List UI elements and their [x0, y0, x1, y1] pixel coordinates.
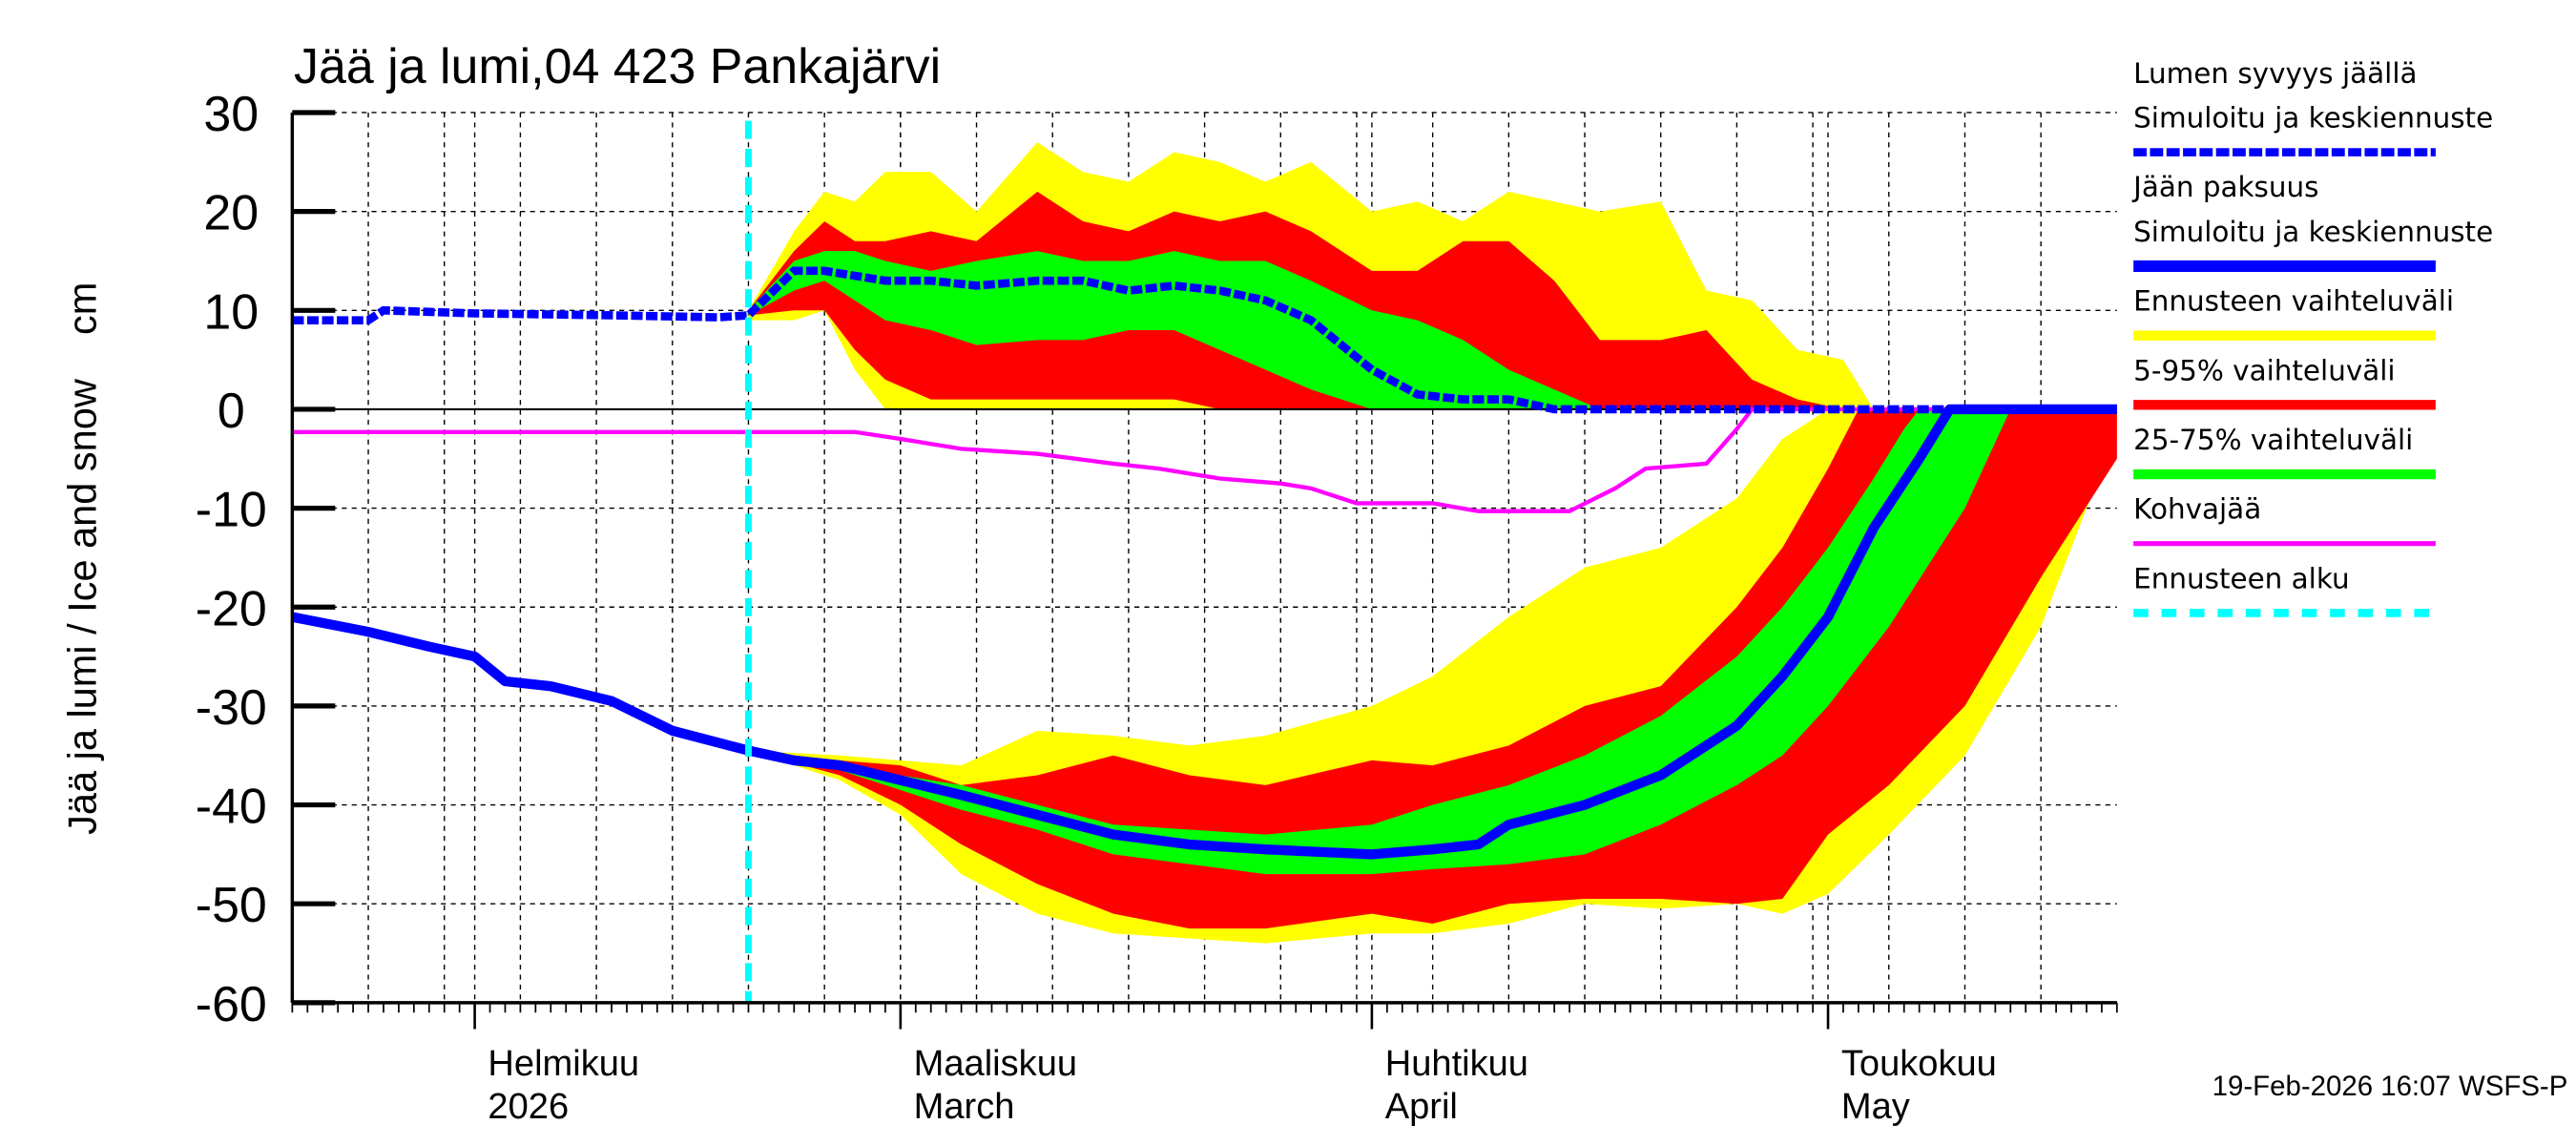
legend-label-sub: Simuloitu ja keskiennuste: [2133, 102, 2493, 135]
x-tick-label-sub: 2026: [488, 1087, 569, 1127]
legend-label: Jään paksuus: [2131, 171, 2318, 203]
x-tick-label: Huhtikuu: [1385, 1044, 1528, 1084]
legend-label: 5-95% vaihteluväli: [2133, 354, 2395, 386]
chart-title: Jää ja lumi,04 423 Pankajärvi: [294, 39, 941, 94]
snow-depth-line: [292, 266, 2117, 414]
legend-label: Ennusteen vaihteluväli: [2133, 285, 2454, 318]
ice-25-75-band: [748, 408, 2117, 875]
legend-label: Lumen syvyys jäällä: [2133, 57, 2417, 90]
x-tick-label: Helmikuu: [488, 1044, 639, 1084]
ice-5-95-band: [748, 408, 2117, 929]
y-tick-label: -20: [196, 581, 267, 636]
y-tick-label: -30: [196, 680, 267, 736]
y-tick-label: -40: [196, 780, 267, 835]
slush-ice-line: [292, 406, 2117, 513]
y-axis-label: Jää ja lumi / Ice and snow cm: [59, 282, 104, 835]
x-tick-label: Toukokuu: [1841, 1044, 1997, 1084]
x-tick-label-sub: April: [1385, 1087, 1458, 1127]
legend-label: 25-75% vaihteluväli: [2133, 424, 2413, 456]
snow-25-75-band: [748, 251, 1600, 409]
y-tick-label: -50: [196, 878, 267, 933]
ice-thickness-line: [291, 404, 2117, 860]
lines: [291, 120, 2117, 1003]
x-tick-label: Maaliskuu: [914, 1044, 1077, 1084]
y-tick-label: 0: [218, 384, 245, 439]
legend-label: Ennusteen alku: [2133, 562, 2349, 594]
y-tick-label: -60: [196, 977, 267, 1032]
y-tick-label: -10: [196, 483, 267, 538]
legend: Lumen syvyys jäällä Simuloitu ja keskienn…: [2131, 57, 2493, 617]
x-tick-label-sub: May: [1841, 1087, 1910, 1127]
x-tick-label-sub: March: [914, 1087, 1015, 1127]
legend-label: Kohvajää: [2133, 493, 2261, 526]
bands: [748, 142, 2117, 944]
y-tick-label: 20: [203, 186, 259, 241]
footer-timestamp: 19-Feb-2026 16:07 WSFS-P: [2212, 1071, 2568, 1102]
legend-label-sub: Simuloitu ja keskiennuste: [2133, 216, 2493, 248]
y-tick-label: 30: [203, 87, 259, 142]
y-tick-label: 10: [203, 284, 259, 340]
